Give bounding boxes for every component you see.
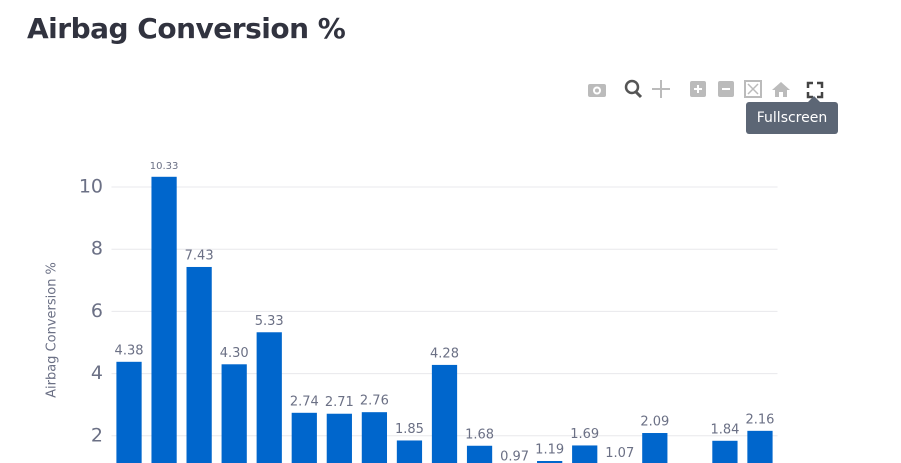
reset-button[interactable] [772, 82, 790, 97]
value-label: 1.68 [465, 427, 494, 442]
bar [291, 412, 317, 463]
value-label: 2.16 [745, 412, 774, 427]
value-label: 1.69 [570, 427, 599, 442]
bar [466, 445, 493, 463]
value-label: 2.74 [290, 394, 319, 409]
bar [256, 332, 282, 463]
bar [396, 440, 423, 463]
value-label: 5.33 [255, 314, 284, 329]
autoscale-button[interactable] [744, 80, 762, 98]
bar [712, 440, 738, 463]
camera-button[interactable] [588, 84, 606, 97]
value-label: 1.07 [605, 446, 634, 461]
y-tick-label: 8 [91, 238, 103, 260]
bar [186, 266, 212, 463]
bar [361, 412, 388, 463]
y-axis-title: Airbag Conversion % [45, 262, 60, 398]
value-label: 4.38 [115, 343, 144, 358]
value-label: 2.09 [640, 415, 669, 430]
bar [572, 445, 598, 463]
y-tick-label: 10 [79, 176, 103, 198]
value-label: 2.71 [325, 395, 354, 410]
bar [116, 361, 142, 463]
y-tick-label: 4 [91, 362, 103, 384]
zoom-out-button[interactable] [718, 81, 734, 97]
bar [326, 413, 352, 463]
bar [537, 460, 563, 463]
zoom-in-button[interactable] [690, 81, 706, 97]
fullscreen-button[interactable] [806, 81, 824, 99]
value-label: 1.84 [710, 422, 739, 437]
value-label: 4.30 [220, 346, 249, 361]
bar [151, 176, 177, 463]
y-tick-label: 6 [91, 300, 103, 322]
value-label: 7.43 [185, 248, 214, 263]
value-label: 2.76 [360, 394, 389, 409]
modebar [588, 79, 824, 99]
y-tick-label: 2 [91, 424, 103, 446]
zoom-button[interactable] [624, 79, 643, 99]
bar [221, 364, 247, 463]
bar [747, 430, 773, 463]
page-title: Airbag Conversion % [27, 12, 346, 45]
value-label: 1.85 [395, 422, 424, 437]
bar [431, 364, 458, 463]
bar [642, 433, 668, 463]
pan-button[interactable] [652, 80, 670, 98]
value-label: 10.33 [150, 161, 179, 172]
value-label: 0.97 [500, 449, 529, 463]
tooltip: Fullscreen [746, 96, 838, 134]
value-label: 4.28 [430, 346, 459, 361]
value-label: 1.19 [535, 442, 564, 457]
